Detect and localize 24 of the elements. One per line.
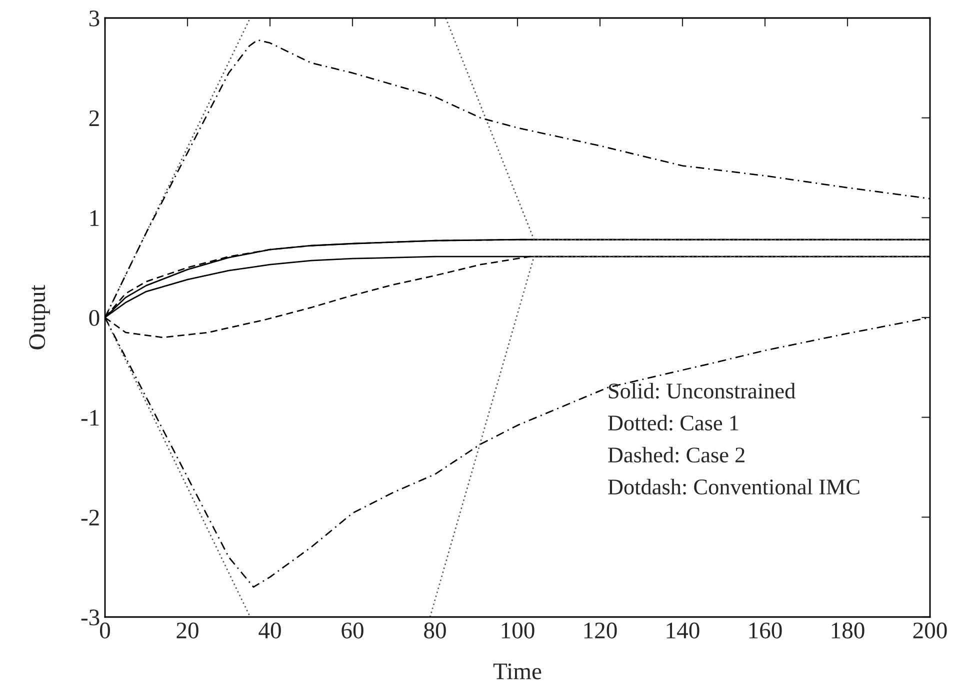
x-tick-label: 180	[832, 622, 864, 638]
x-tick-label: 40	[258, 622, 281, 638]
y-tick-label: 0	[89, 310, 100, 326]
annotation: Solid: Unconstrained	[608, 382, 796, 399]
x-tick-label: 140	[666, 622, 700, 638]
y-tick-label: -3	[81, 610, 100, 626]
x-tick-label: 120	[584, 622, 617, 638]
x-tick-label: 0	[100, 622, 110, 638]
annotation: Dashed: Case 2	[608, 446, 744, 463]
x-tick-label: 60	[342, 622, 364, 638]
y-tick-label: 3	[89, 10, 100, 26]
y-tick-label: -2	[81, 510, 99, 526]
x-axis-title: Time	[493, 663, 542, 680]
annotation: Dotted: Case 1	[608, 414, 738, 431]
y-axis-title: Output	[29, 284, 50, 350]
x-tick-label: 160	[749, 622, 782, 638]
x-tick-label: 80	[424, 622, 446, 638]
y-tick-label: 2	[89, 110, 99, 126]
x-tick-label: 20	[176, 622, 198, 638]
annotation: Dotdash: Conventional IMC	[608, 478, 860, 495]
x-tick-label: 200	[913, 622, 947, 638]
y-tick-label: -1	[81, 410, 99, 426]
y-tick-label: 1	[90, 210, 99, 226]
x-tick-label: 100	[502, 622, 534, 638]
